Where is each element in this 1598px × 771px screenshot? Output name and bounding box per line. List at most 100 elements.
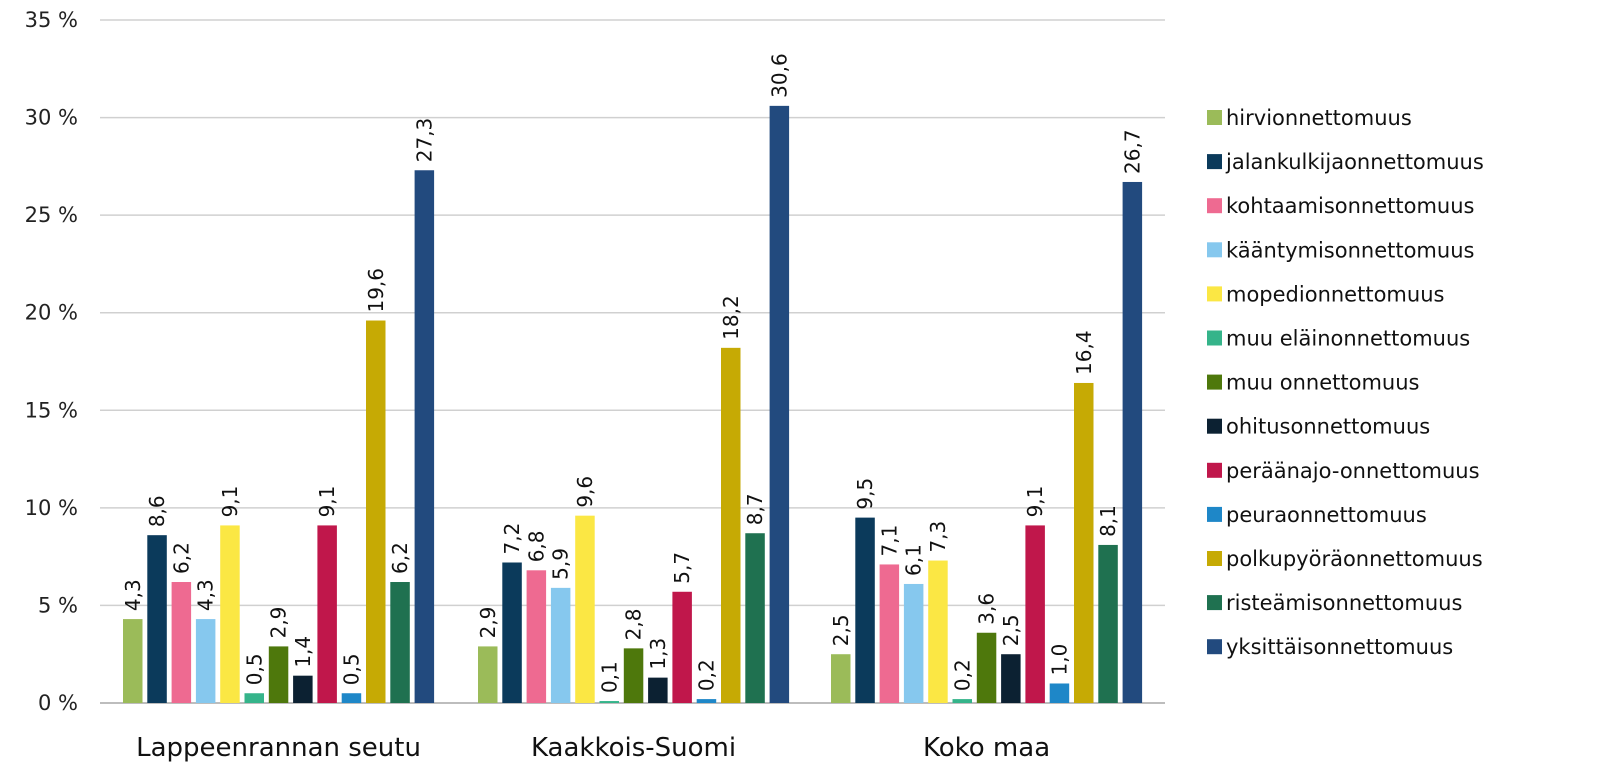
bar — [195, 619, 216, 703]
data-label: 9,6 — [573, 476, 597, 508]
data-label: 0,2 — [694, 659, 718, 691]
legend-swatch — [1207, 595, 1222, 611]
data-label: 7,1 — [877, 525, 901, 557]
data-label: 3,6 — [975, 593, 999, 625]
bar — [575, 515, 595, 703]
legend-label: hirvionnettomuus — [1226, 106, 1412, 130]
legend-label: muu eläinonnettomuus — [1226, 327, 1470, 351]
bar — [317, 525, 337, 703]
category-label: Kaakkois-Suomi — [531, 733, 736, 763]
bar — [1074, 382, 1094, 703]
bar — [903, 583, 924, 703]
bar — [414, 170, 435, 703]
data-label: 8,7 — [743, 493, 767, 525]
data-label: 9,5 — [853, 478, 877, 510]
bar — [341, 693, 362, 703]
data-label: 4,3 — [121, 579, 145, 611]
y-tick-label: 0 % — [38, 691, 78, 715]
bar — [1122, 181, 1143, 703]
data-label: 6,8 — [524, 530, 548, 562]
y-tick-label: 20 % — [25, 301, 78, 325]
bars — [123, 105, 1143, 703]
bar — [147, 535, 167, 703]
legend-label: jalankulkijaonnettomuus — [1225, 150, 1484, 174]
legend-swatch — [1207, 551, 1222, 566]
bar — [648, 677, 668, 703]
data-label: 2,5 — [999, 614, 1023, 646]
bar — [526, 570, 547, 703]
legend-swatch — [1207, 110, 1222, 125]
data-label: 2,8 — [622, 609, 646, 641]
data-label: 1,3 — [646, 638, 670, 670]
data-label: 9,1 — [218, 486, 242, 518]
data-label: 0,1 — [597, 661, 621, 693]
data-label: 30,6 — [767, 53, 791, 98]
bar — [1001, 654, 1021, 703]
y-tick-label: 10 % — [25, 496, 78, 520]
legend-swatch — [1207, 639, 1222, 655]
legend-swatch — [1207, 462, 1222, 478]
data-label: 18,2 — [719, 295, 743, 340]
bar — [390, 582, 410, 703]
bar — [123, 619, 143, 703]
legend: hirvionnettomuus jalankulkijaonnettomuus k… — [1207, 106, 1484, 659]
data-label: 0,5 — [242, 653, 266, 685]
legend-swatch — [1207, 506, 1222, 522]
y-tick-label: 15 % — [25, 398, 78, 422]
legend-swatch — [1207, 330, 1222, 346]
y-tick-label: 5 % — [38, 593, 78, 617]
legend-label: muu onnettomuus — [1226, 371, 1419, 395]
data-label: 7,2 — [500, 523, 524, 555]
bar — [268, 646, 289, 703]
data-label: 9,1 — [315, 486, 339, 518]
bar — [696, 699, 717, 703]
data-label: 6,2 — [388, 542, 412, 574]
legend-label: peräänajo-onnettomuus — [1226, 459, 1480, 483]
bar — [928, 560, 948, 703]
legend-label: kääntymisonnettomuus — [1226, 238, 1474, 262]
bar — [244, 693, 264, 703]
data-label: 5,7 — [670, 552, 694, 584]
legend-swatch — [1207, 374, 1222, 390]
bar — [976, 632, 997, 703]
bar — [478, 646, 498, 703]
bar — [769, 105, 790, 703]
data-label: 8,6 — [145, 495, 169, 527]
bar — [366, 320, 386, 703]
bar — [879, 564, 900, 703]
data-label: 2,9 — [476, 607, 500, 639]
data-label: 0,2 — [950, 659, 974, 691]
legend-label: mopedionnettomuus — [1226, 282, 1444, 306]
bar — [220, 525, 240, 703]
data-label: 1,4 — [291, 636, 315, 668]
y-tick-label: 25 % — [25, 203, 78, 227]
data-label: 4,3 — [194, 579, 218, 611]
data-label: 8,1 — [1096, 505, 1120, 537]
legend-swatch — [1207, 154, 1222, 170]
y-tick-label: 30 % — [25, 106, 78, 130]
legend-swatch — [1207, 418, 1222, 434]
bar — [599, 701, 619, 703]
data-label: 1,0 — [1047, 644, 1071, 676]
bar — [550, 587, 571, 703]
data-label: 6,1 — [902, 544, 926, 576]
bar — [721, 347, 741, 703]
bar — [1049, 683, 1070, 703]
legend-label: polkupyöräonnettomuus — [1226, 547, 1483, 571]
bar — [1025, 525, 1045, 703]
bar — [952, 699, 972, 703]
category-label: Lappeenrannan seutu — [136, 733, 421, 763]
legend-swatch — [1207, 286, 1222, 302]
data-label: 27,3 — [412, 118, 436, 163]
bar — [623, 648, 644, 703]
data-label: 2,5 — [829, 614, 853, 646]
legend-label: ohitusonnettomuus — [1226, 415, 1430, 439]
data-label: 16,4 — [1072, 330, 1096, 375]
legend-label: risteämisonnettomuus — [1226, 591, 1462, 615]
data-label: 19,6 — [364, 268, 388, 313]
legend-label: kohtaamisonnettomuus — [1226, 194, 1475, 218]
data-label: 2,9 — [267, 607, 291, 639]
data-label: 26,7 — [1120, 129, 1144, 174]
bar — [293, 675, 313, 703]
